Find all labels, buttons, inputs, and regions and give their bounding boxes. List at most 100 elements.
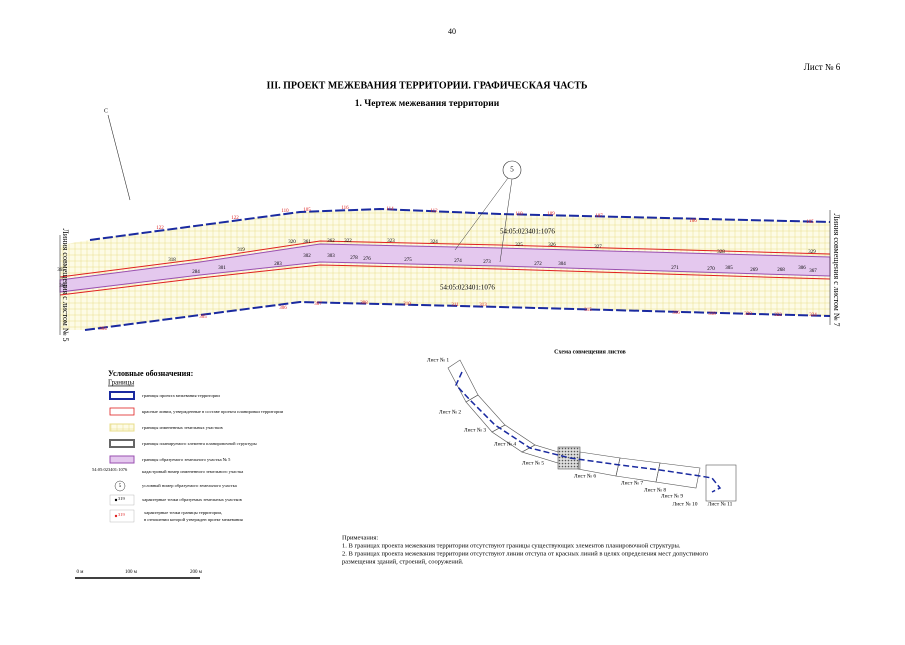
- scale-label: 100 м: [125, 570, 138, 575]
- legend-item: границы образуемого земельного участка №…: [142, 457, 231, 462]
- point-label: 305: [199, 315, 207, 320]
- sheet-ref: Лист № 5: [522, 460, 545, 466]
- point-label: 327: [594, 245, 602, 250]
- point-label: 304: [558, 262, 566, 267]
- note-line: 2. В границах проекта межевания территор…: [342, 550, 708, 557]
- legend-symbol: 319: [118, 496, 126, 501]
- point-label: 315: [584, 308, 592, 313]
- point-label: 301: [218, 266, 226, 271]
- point-label: 272: [534, 262, 542, 267]
- point-label: 271: [671, 266, 679, 271]
- north-arrow: [107, 114, 131, 201]
- point-label: 107: [595, 214, 603, 219]
- point-label: 366: [59, 284, 67, 289]
- legend-symbol: 54:05:023401:1076: [92, 467, 128, 472]
- point-label: 306: [798, 266, 806, 271]
- sheet-ref: Лист № 8: [644, 487, 667, 493]
- point-label: 326: [548, 243, 556, 248]
- point-label: 362: [327, 239, 335, 244]
- north-label: С: [104, 108, 108, 114]
- point-label: 284: [192, 270, 200, 275]
- cadastral: 54:05:023401:1076: [440, 284, 495, 292]
- point-label: 304: [99, 327, 107, 332]
- point-label: 329: [808, 250, 816, 255]
- note-line: 1. В границах проекта межевания территор…: [342, 542, 681, 549]
- sheet-ref: Лист № 3: [464, 427, 487, 433]
- red-line: [59, 240, 831, 278]
- point-label: 303: [327, 254, 335, 259]
- point-label: 320: [288, 240, 296, 245]
- point-label: 116: [341, 206, 349, 211]
- legend-item: границы измененных земельных участков: [142, 425, 223, 430]
- point-label: 278: [350, 256, 358, 261]
- point-label: 311: [451, 303, 459, 308]
- point-label: 310: [403, 302, 411, 307]
- point-label: 276: [363, 257, 371, 262]
- point-label: 361: [303, 240, 311, 245]
- scheme-title: Схема совмещения листов: [554, 349, 626, 355]
- point-label: 322: [774, 313, 782, 318]
- sheet-ref: Лист № 4: [494, 441, 517, 447]
- point-label: 122: [231, 216, 239, 221]
- point-label: 105: [806, 220, 814, 225]
- legend-group: Границы: [108, 379, 134, 387]
- sheet-ref: Лист № 11: [708, 501, 733, 507]
- notes-title: Примечания:: [342, 534, 378, 541]
- map: [59, 114, 831, 335]
- point-label: 328: [717, 250, 725, 255]
- note-line: размещения зданий, строений, сооружений.: [342, 558, 464, 565]
- point-label: 325: [515, 243, 523, 248]
- legend-item: характерные точки границы территории,: [144, 510, 222, 516]
- point-label: 322: [344, 239, 352, 244]
- legend-title: Условные обозначения:: [108, 369, 193, 378]
- title: III. ПРОЕКТ МЕЖЕВАНИЯ ТЕРРИТОРИИ. ГРАФИЧ…: [266, 80, 587, 91]
- sheet-ref: Лист № 10: [672, 501, 697, 507]
- scale-label: 200 м: [190, 570, 203, 575]
- point-label: 306: [279, 306, 287, 311]
- subtitle: 1. Чертеж межевания территории: [355, 99, 500, 109]
- point-label: 324: [430, 240, 438, 245]
- legend-item: красные линии, утвержденные в составе пр…: [142, 409, 284, 415]
- legend-item: границы планируемого элемента планировоч…: [142, 441, 257, 446]
- scale-label: 0 м: [77, 570, 85, 575]
- point-label: 269: [750, 268, 758, 273]
- point-label: 122: [156, 226, 164, 231]
- hatch-area: [60, 209, 830, 330]
- point-label: 114: [386, 207, 394, 212]
- point-label: 367: [809, 269, 817, 274]
- point-label: 320: [744, 312, 752, 317]
- point-label: 316: [672, 311, 680, 316]
- point-label: 318: [168, 258, 176, 263]
- point-label: 110: [515, 212, 523, 217]
- point-label: 307: [314, 302, 322, 307]
- point-label: 106: [689, 219, 697, 224]
- plot-number: 5: [510, 166, 514, 174]
- legend-symbol: 5: [119, 484, 122, 489]
- point-label: 324: [809, 313, 817, 318]
- point-label: 308: [360, 301, 368, 306]
- sheet-ref: Лист № 9: [661, 493, 684, 499]
- boundary: [84, 300, 831, 331]
- legend-item: кадастровый номер измененного земельного…: [142, 469, 243, 474]
- leader: [499, 178, 513, 263]
- sheet-label: Лист № 6: [804, 62, 841, 72]
- cadastral: 54:05:023401:1076: [500, 228, 555, 236]
- page-number: 40: [448, 27, 456, 36]
- point-label: 302: [303, 254, 311, 259]
- red-line: [59, 264, 831, 296]
- sheet-ref: Лист № 6: [574, 473, 597, 479]
- legend-item: характерные точки образуемых земельных у…: [142, 497, 242, 502]
- sheet-ref: Лист № 7: [621, 480, 644, 486]
- leader: [454, 177, 509, 251]
- point-label: 283: [274, 262, 282, 267]
- match-label: Линия совмещения с листом № 5: [61, 228, 70, 341]
- point-label: 365: [57, 268, 65, 273]
- point-label: 313: [479, 303, 487, 308]
- boundary: [89, 207, 831, 241]
- legend-icons: [109, 391, 135, 523]
- point-label: 105: [303, 208, 311, 213]
- point-label: 275: [404, 258, 412, 263]
- match-label: Линия совмещения с листом № 7: [832, 213, 841, 326]
- legend-item: в отношении которой утвержден проект меж…: [144, 517, 243, 522]
